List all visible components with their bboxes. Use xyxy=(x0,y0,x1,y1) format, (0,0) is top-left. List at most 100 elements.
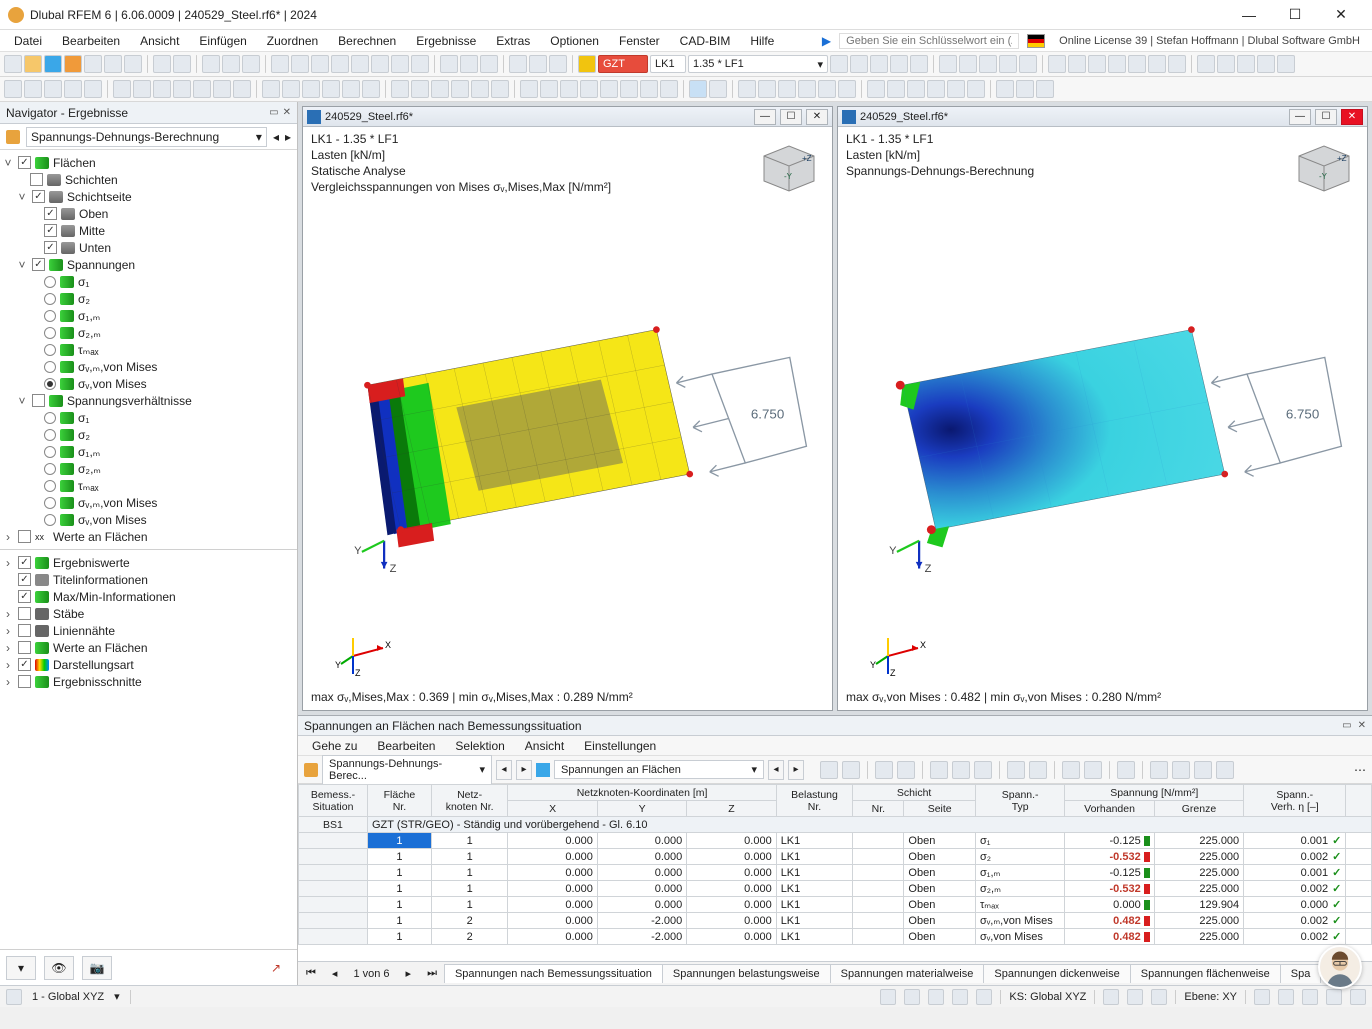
tree2-s1[interactable]: σ₁ xyxy=(78,411,89,425)
rp-tool-13[interactable] xyxy=(1150,761,1168,779)
tb2-26[interactable] xyxy=(540,80,558,98)
tb-g3[interactable] xyxy=(1088,55,1106,73)
rp-combo-calc[interactable]: Spannungs-Dehnungs-Berec...▾ xyxy=(322,755,492,785)
tb-c3[interactable] xyxy=(480,55,498,73)
table-row[interactable]: 1 1 0.0000.0000.000 LK1 Oben σ₁ -0.125 2… xyxy=(299,833,1372,849)
tab-bemessung[interactable]: Spannungen nach Bemessungssituation xyxy=(444,964,663,983)
tb-g4[interactable] xyxy=(1108,55,1126,73)
tb-g5[interactable] xyxy=(1128,55,1146,73)
tb2-35[interactable] xyxy=(758,80,776,98)
chk-ergebniswerte[interactable] xyxy=(18,556,31,569)
loadcase-combo[interactable]: 1.35 * LF1▾ xyxy=(688,55,828,73)
rp-tool-16[interactable] xyxy=(1216,761,1234,779)
rp-page-last[interactable]: ⏭ xyxy=(419,967,445,980)
assistant-avatar[interactable] xyxy=(1318,945,1362,989)
tb-b2[interactable] xyxy=(291,55,309,73)
chk-schichtseite[interactable] xyxy=(32,190,45,203)
chk-mitte[interactable] xyxy=(44,224,57,237)
tb2-18[interactable] xyxy=(362,80,380,98)
rp-tool-10[interactable] xyxy=(1062,761,1080,779)
tb2-44[interactable] xyxy=(947,80,965,98)
tb-new[interactable] xyxy=(4,55,22,73)
menu-ergebnisse[interactable]: Ergebnisse xyxy=(408,32,484,50)
lower-maxmin[interactable]: Max/Min-Informationen xyxy=(53,590,176,604)
table-row[interactable]: 1 1 0.0000.0000.000 LK1 Oben σ₁,ₘ -0.125… xyxy=(299,865,1372,881)
sb-i11[interactable] xyxy=(1302,989,1318,1005)
rp-menu-bearbeiten[interactable]: Bearbeiten xyxy=(369,737,443,755)
tb2-11[interactable] xyxy=(213,80,231,98)
tb2-22[interactable] xyxy=(451,80,469,98)
exp-staebe[interactable]: › xyxy=(2,607,14,621)
tb-layers[interactable] xyxy=(64,55,82,73)
tree-unten[interactable]: Unten xyxy=(79,241,111,255)
chk-spannungen[interactable] xyxy=(32,258,45,271)
tb2-43[interactable] xyxy=(927,80,945,98)
sb-icon-1[interactable] xyxy=(6,989,22,1005)
lower-schnitte[interactable]: Ergebnisschnitte xyxy=(53,675,142,689)
chk-oben[interactable] xyxy=(44,207,57,220)
vr-max-button[interactable]: ☐ xyxy=(1315,109,1337,125)
tb-saveall[interactable] xyxy=(104,55,122,73)
vr-close-button[interactable]: ✕ xyxy=(1341,109,1363,125)
tb-e1[interactable] xyxy=(870,55,888,73)
tb2-23[interactable] xyxy=(471,80,489,98)
tb-refresh[interactable] xyxy=(44,55,62,73)
rp-pin-icon[interactable]: ▭ xyxy=(1342,720,1351,731)
tb2-24[interactable] xyxy=(491,80,509,98)
rp-nav-prev1[interactable]: ◂ xyxy=(496,760,512,780)
sb-i12[interactable] xyxy=(1326,989,1342,1005)
rad-s2m[interactable] xyxy=(44,327,56,339)
tb2-45[interactable] xyxy=(967,80,985,98)
rad-svvm[interactable] xyxy=(44,378,56,390)
tb-save[interactable] xyxy=(84,55,102,73)
sb-i8[interactable] xyxy=(1151,989,1167,1005)
tab-more[interactable]: Spa xyxy=(1280,964,1322,983)
tree-tmax[interactable]: τₘₐₓ xyxy=(78,343,99,357)
tree-schichtseite[interactable]: Schichtseite xyxy=(67,190,132,204)
tb-d2[interactable] xyxy=(529,55,547,73)
vl-canvas[interactable]: 6.750 ZY xyxy=(323,207,812,630)
exp-werte2[interactable]: › xyxy=(2,641,14,655)
tb-h2[interactable] xyxy=(1217,55,1235,73)
lower-titelinfo[interactable]: Titelinformationen xyxy=(53,573,148,587)
rp-nav-next1[interactable]: ▸ xyxy=(516,760,532,780)
chk-staebe[interactable] xyxy=(18,607,31,620)
tree2-svvm[interactable]: σᵥ,von Mises xyxy=(78,513,147,527)
exp-ergebniswerte[interactable]: › xyxy=(2,556,14,570)
rp-tool-14[interactable] xyxy=(1172,761,1190,779)
vl-close-button[interactable]: ✕ xyxy=(806,109,828,125)
tb2-17[interactable] xyxy=(342,80,360,98)
rp-tool-5[interactable] xyxy=(930,761,948,779)
rad-tmax[interactable] xyxy=(44,344,56,356)
footer-left-icon[interactable]: ▾ xyxy=(6,956,36,980)
rp-menu-selektion[interactable]: Selektion xyxy=(447,737,512,755)
rp-nav-next2[interactable]: ▸ xyxy=(788,760,804,780)
tb2-8[interactable] xyxy=(153,80,171,98)
rad2-s1m[interactable] xyxy=(44,446,56,458)
menu-hilfe[interactable]: Hilfe xyxy=(742,32,782,50)
tb-redo[interactable] xyxy=(173,55,191,73)
rp-page-first[interactable]: ⏮ xyxy=(298,967,324,980)
keyword-search-input[interactable] xyxy=(839,33,1019,49)
lower-linien[interactable]: Liniennähte xyxy=(53,624,115,638)
tb2-6[interactable] xyxy=(113,80,131,98)
tree-spverh[interactable]: Spannungsverhältnisse xyxy=(67,394,192,408)
orientation-cube[interactable]: +Z-Y xyxy=(1289,131,1359,201)
tree2-svmvm[interactable]: σᵥ,ₘ,von Mises xyxy=(78,496,157,510)
chk-schichten[interactable] xyxy=(30,173,43,186)
rad2-svmvm[interactable] xyxy=(44,497,56,509)
menu-einfuegen[interactable]: Einfügen xyxy=(191,32,254,50)
tb2-3[interactable] xyxy=(44,80,62,98)
rp-page-next[interactable]: ▸ xyxy=(398,967,420,980)
tb-undo[interactable] xyxy=(153,55,171,73)
tb2-9[interactable] xyxy=(173,80,191,98)
tb2-36[interactable] xyxy=(778,80,796,98)
sb-i5[interactable] xyxy=(976,989,992,1005)
tree2-s1m[interactable]: σ₁,ₘ xyxy=(78,445,100,459)
tb-f2[interactable] xyxy=(959,55,977,73)
rad-s1[interactable] xyxy=(44,276,56,288)
chk-unten[interactable] xyxy=(44,241,57,254)
tb2-47[interactable] xyxy=(1016,80,1034,98)
tb2-27[interactable] xyxy=(560,80,578,98)
sb-i13[interactable] xyxy=(1350,989,1366,1005)
